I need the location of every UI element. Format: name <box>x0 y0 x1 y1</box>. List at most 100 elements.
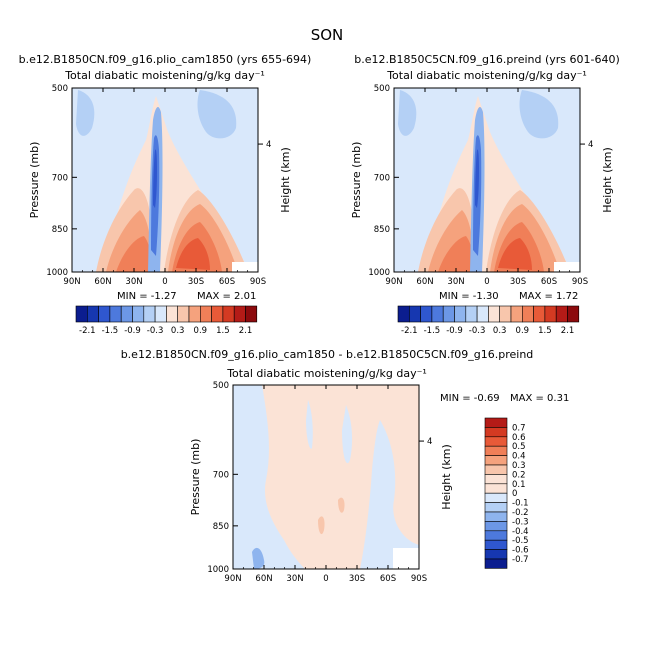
colorbar-label: 2.1 <box>239 326 253 336</box>
y-tick-label: 1000 <box>46 268 68 278</box>
colorbar-box <box>555 305 568 323</box>
colorbar-box <box>397 305 410 323</box>
panel-1-axes: 90N 60N 30N 0 30S 60S 90S 500 700 850 1000 4 <box>46 84 271 287</box>
colorbar-box <box>484 464 508 475</box>
colorbar-label: -0.6 <box>512 546 529 556</box>
x-tick-label: 0 <box>162 277 167 287</box>
colorbar-box <box>484 492 508 503</box>
panel-2-shade-east-blue <box>519 90 559 139</box>
x-tick-label: 90S <box>411 574 427 584</box>
panel-1-shade-r5 <box>176 238 210 270</box>
panel-3-subtitle: Total diabatic moistening/g/kg day⁻¹ <box>226 367 427 380</box>
panel-2-y2label: Height (km) <box>601 147 614 213</box>
y-tick-label: 850 <box>213 522 229 532</box>
colorbar-box <box>408 305 421 323</box>
panel-2-axes: 90N 60N 30N 0 30S 60S 90S 500 700 850 1000 4 <box>368 84 593 287</box>
panel-2-field <box>394 88 580 272</box>
colorbar-box <box>454 305 467 323</box>
colorbar-box <box>154 305 167 323</box>
colorbar-box <box>484 502 508 513</box>
panel-2-max-label: MAX = 1.72 <box>519 291 578 302</box>
colorbar-label: 0.4 <box>512 452 526 462</box>
colorbar-label: -0.1 <box>512 499 529 509</box>
colorbar-box <box>211 305 224 323</box>
panel-3-max-label: MAX = 0.31 <box>510 393 569 404</box>
colorbar-box <box>484 417 508 428</box>
colorbar-box <box>484 539 508 550</box>
panel-2: b.e12.B1850C5CN.f09_g16.preind (yrs 601-… <box>350 53 620 336</box>
x-tick-label: 30N <box>286 574 303 584</box>
panel-3-field <box>233 385 419 569</box>
panel-1-field <box>72 88 258 272</box>
colorbar-box <box>177 305 190 323</box>
colorbar-label: -0.3 <box>469 326 486 336</box>
panel-2-shade-r5 <box>498 238 532 270</box>
colorbar-label: 0.1 <box>512 480 526 490</box>
y-tick-label: 700 <box>374 173 390 183</box>
panel-1-colorbar: -2.1 -1.5 -0.9 -0.3 0.3 0.9 1.5 2.1 <box>75 305 258 336</box>
page-title: SON <box>311 26 344 44</box>
colorbar-box <box>488 305 500 323</box>
colorbar-box <box>200 305 212 323</box>
colorbar-box <box>484 455 508 466</box>
panel-1-min-label: MIN = -1.27 <box>117 291 177 302</box>
panel-1-shade-r4 <box>116 236 151 272</box>
colorbar-label: 0.9 <box>194 326 208 336</box>
colorbar-label: -1.5 <box>102 326 119 336</box>
x-tick-label: 60N <box>94 277 111 287</box>
panel-3-shade-mid-blue-2 <box>342 405 353 464</box>
colorbar-box <box>533 305 546 323</box>
panel-1-shade-ground <box>232 262 258 272</box>
colorbar-box <box>431 305 444 323</box>
colorbar-box <box>143 305 156 323</box>
x-tick-label: 30S <box>349 574 365 584</box>
panel-2-subtitle: Total diabatic moistening/g/kg day⁻¹ <box>386 69 587 82</box>
colorbar-box <box>544 305 557 323</box>
colorbar-label: 0.2 <box>512 470 526 480</box>
colorbar-box <box>442 305 455 323</box>
colorbar-box <box>484 511 508 522</box>
colorbar-box <box>233 305 246 323</box>
x-tick-label: 60S <box>380 574 396 584</box>
y-tick-label: 700 <box>52 173 68 183</box>
colorbar-box <box>87 305 99 323</box>
colorbar-label: -0.3 <box>512 517 529 527</box>
colorbar-label: -0.4 <box>512 527 529 537</box>
colorbar-label: -0.7 <box>512 555 529 565</box>
x-tick-label: 30S <box>188 277 204 287</box>
panel-3-title: b.e12.B1850CN.f09_g16.plio_cam1850 - b.e… <box>121 348 534 361</box>
x-tick-label: 60N <box>255 574 272 584</box>
colorbar-box <box>420 305 433 323</box>
x-tick-label: 30S <box>510 277 526 287</box>
colorbar-label: -0.9 <box>124 326 141 336</box>
panel-3-shade-ground <box>393 548 419 569</box>
panel-3-shade-blob-1 <box>318 516 325 535</box>
colorbar-label: -0.5 <box>512 536 529 546</box>
colorbar-box <box>245 305 258 323</box>
colorbar-label: 0.6 <box>512 433 526 443</box>
colorbar-label: 1.5 <box>538 326 552 336</box>
colorbar-box <box>484 427 508 438</box>
panel-2-shade-ground <box>554 262 580 272</box>
colorbar-label: -0.9 <box>446 326 463 336</box>
colorbar-label: 0.5 <box>512 442 526 452</box>
panel-1-ylabel: Pressure (mb) <box>28 142 41 219</box>
panel-2-min-label: MIN = -1.30 <box>439 291 499 302</box>
colorbar-label: -2.1 <box>79 326 96 336</box>
colorbar-box <box>484 483 508 494</box>
panel-3: b.e12.B1850CN.f09_g16.plio_cam1850 - b.e… <box>121 348 570 584</box>
panel-2-ylabel: Pressure (mb) <box>350 142 363 219</box>
colorbar-label: -1.5 <box>424 326 441 336</box>
x-tick-label: 90N <box>224 574 241 584</box>
colorbar-label: 0.9 <box>516 326 530 336</box>
x-tick-label: 90N <box>63 277 80 287</box>
panel-1-shade-west-blue <box>76 90 95 136</box>
panel-2-colorbar: -2.1 -1.5 -0.9 -0.3 0.3 0.9 1.5 2.1 <box>397 305 580 336</box>
colorbar-box <box>188 305 201 323</box>
panel-2-shade-r4 <box>438 236 473 272</box>
panel-3-ylabel: Pressure (mb) <box>189 439 202 516</box>
panel-3-shade-west-blue <box>233 385 305 569</box>
colorbar-box <box>120 305 133 323</box>
panel-2-shade-west-blue <box>398 90 417 136</box>
y-tick-label: 500 <box>213 381 229 391</box>
